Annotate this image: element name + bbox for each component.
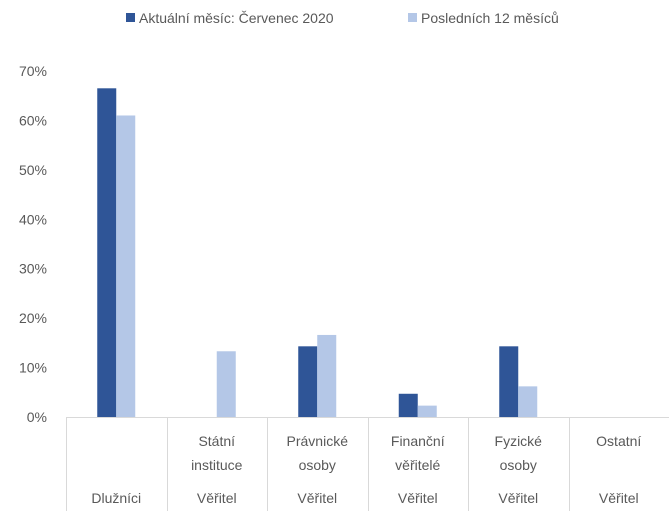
x-category-label: osoby [500, 457, 537, 473]
bars [97, 88, 538, 418]
y-tick-label: 20% [19, 310, 47, 326]
bar-1-4 [398, 393, 418, 417]
bar-2-3 [317, 334, 337, 417]
x-category-label: věřitelé [395, 457, 440, 473]
y-tick-label: 40% [19, 211, 47, 227]
y-tick-label: 50% [19, 162, 47, 178]
bar-1-1 [97, 88, 117, 418]
x-group-label: Věřitel [498, 490, 538, 506]
x-group-label: Věřitel [599, 490, 639, 506]
y-tick-label: 10% [19, 360, 47, 376]
y-tick-label: 30% [19, 261, 47, 277]
x-category-label: Dlužníci [91, 490, 141, 506]
x-category-label: Finanční [391, 433, 445, 449]
x-category-label: instituce [191, 457, 243, 473]
y-axis: 0% 10% 20% 30% 40% 50% 60% 70% [19, 63, 47, 425]
x-category-label: Ostatní [596, 433, 641, 449]
bar-2-5 [518, 386, 538, 417]
y-tick-label: 0% [27, 409, 47, 425]
legend-label-2: Posledních 12 měsíců [421, 10, 559, 26]
bar-1-5 [499, 346, 519, 417]
x-axis: Dlužníci Státní instituce Věřitel Právnické o… [66, 417, 669, 511]
x-group-label: Věřitel [297, 490, 337, 506]
y-tick-label: 60% [19, 112, 47, 128]
x-category-label: Fyzické [495, 433, 543, 449]
legend-swatch-1 [126, 13, 135, 22]
bar-2-1 [116, 115, 136, 417]
x-category-label: Státní [198, 433, 235, 449]
legend-swatch-2 [408, 13, 417, 22]
x-category-label: Právnické [287, 433, 349, 449]
y-tick-label: 70% [19, 63, 47, 79]
bar-1-3 [298, 346, 318, 417]
legend-label-1: Aktuální měsíc: Červenec 2020 [139, 10, 334, 26]
x-group-label: Věřitel [197, 490, 237, 506]
x-category-label: osoby [299, 457, 336, 473]
x-group-label: Věřitel [398, 490, 438, 506]
legend: Aktuální měsíc: Červenec 2020 Posledních … [126, 10, 559, 26]
bar-2-2 [216, 351, 236, 417]
bar-2-4 [417, 405, 437, 417]
